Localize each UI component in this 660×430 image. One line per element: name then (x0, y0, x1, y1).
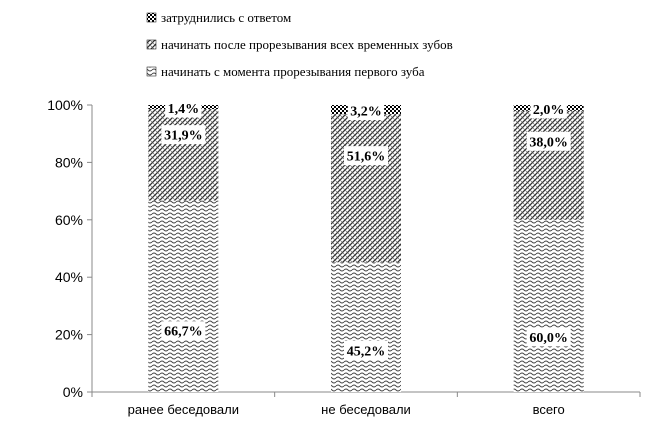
y-tick-label: 40% (55, 269, 83, 285)
x-category-label: всего (533, 402, 565, 417)
y-tick-label: 80% (55, 154, 83, 170)
axes: 0% 20% 40% 60% 80% 100% ранее беседовали не бес… (47, 97, 641, 417)
legend: затруднились с ответом начинать после про… (146, 10, 453, 79)
bar-segment (148, 200, 219, 392)
x-category-label: ранее беседовали (128, 402, 239, 417)
bars (148, 105, 584, 392)
y-tick-label: 20% (55, 327, 83, 343)
legend-entry: затруднились с ответом (161, 10, 291, 25)
data-label: 2,0% (533, 103, 565, 118)
data-label-background (161, 125, 206, 145)
y-tick-label: 100% (47, 97, 83, 113)
bar-segment (513, 219, 584, 392)
x-category-label: не беседовали (321, 402, 411, 417)
bar-segment (331, 262, 401, 392)
y-tick-label: 0% (63, 384, 83, 400)
data-label: 1,4% (168, 102, 200, 117)
data-label: 66,7% (164, 325, 203, 340)
bar-segment (513, 110, 584, 220)
data-label: 45,2% (347, 344, 386, 359)
data-label-background (347, 101, 385, 121)
data-label-background (165, 98, 202, 118)
data-label-background (530, 99, 567, 119)
data-label-background (344, 146, 388, 166)
data-label-background (526, 327, 571, 347)
data-label: 60,0% (529, 331, 568, 346)
bar-segment (148, 109, 219, 201)
data-label: 3,2% (350, 105, 382, 120)
legend-swatch (146, 66, 157, 77)
bar-segment (331, 114, 401, 263)
y-tick-label: 60% (55, 212, 83, 228)
data-labels: 66,7% 31,9% 1,4% 45,2% 51,6% 3,2% 60,0% 38,0% 2,… (161, 98, 571, 360)
legend-swatch (146, 39, 157, 50)
legend-swatch (146, 12, 157, 23)
data-label-background (344, 340, 388, 360)
data-label: 31,9% (164, 129, 203, 144)
legend-entry: начинать с момента прорезывания первого … (161, 64, 425, 79)
data-label-background (161, 321, 206, 341)
legend-entry: начинать после прорезывания всех временн… (161, 37, 453, 52)
data-label: 51,6% (347, 150, 386, 165)
data-label-background (526, 131, 571, 151)
data-label: 38,0% (529, 135, 568, 150)
